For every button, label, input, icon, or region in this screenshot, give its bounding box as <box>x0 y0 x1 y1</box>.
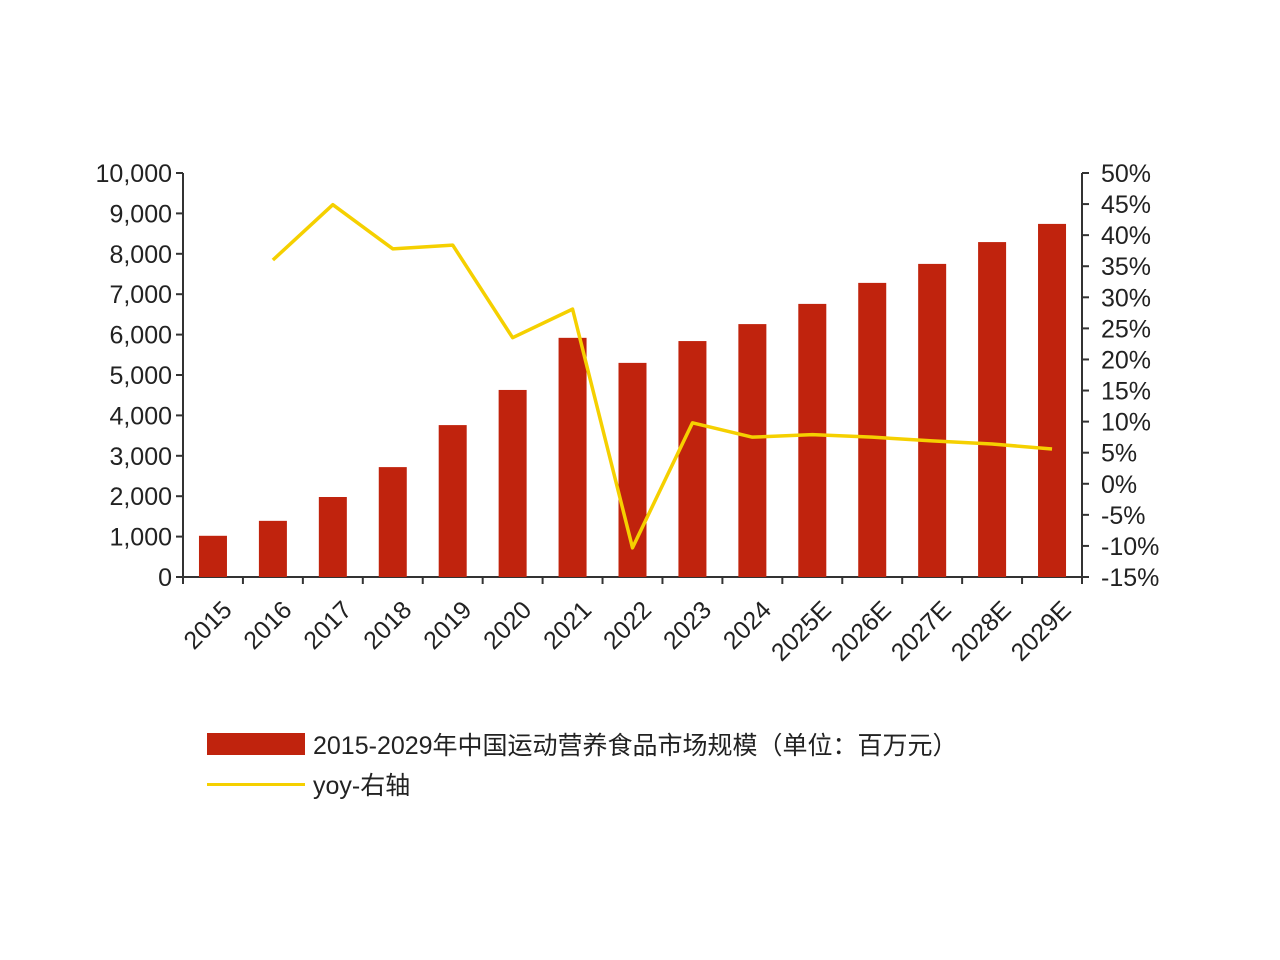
right-tick-label: 35% <box>1101 253 1151 281</box>
x-tick-label: 2020 <box>478 596 537 655</box>
bar-2023 <box>678 341 707 577</box>
x-tick-label: 2027E <box>886 596 957 667</box>
bar-2024 <box>738 324 767 577</box>
bar-2026E <box>858 282 887 577</box>
x-tick-label: 2022 <box>598 596 657 655</box>
x-tick-label: 2025E <box>766 596 837 667</box>
x-tick-label: 2019 <box>418 596 477 655</box>
left-tick-label: 10,000 <box>96 160 172 188</box>
bar-2016 <box>258 520 287 577</box>
x-tick-label: 2016 <box>238 596 297 655</box>
left-tick-label: 0 <box>158 564 172 592</box>
x-tick-label: 2018 <box>358 596 417 655</box>
bar-2028E <box>978 242 1007 578</box>
yoy-line <box>271 202 1053 550</box>
bar-2015 <box>198 535 227 577</box>
right-tick-label: -10% <box>1101 533 1159 561</box>
left-tick-label: 4,000 <box>109 402 172 430</box>
right-tick-label: 45% <box>1101 191 1151 219</box>
legend-label-bar: 2015-2029年中国运动营养食品市场规模（单位：百万元） <box>313 732 958 760</box>
right-tick-label: -15% <box>1101 564 1159 592</box>
right-tick-label: 0% <box>1101 471 1137 499</box>
x-tick-label: 2026E <box>826 596 897 667</box>
left-tick-label: 5,000 <box>109 362 172 390</box>
right-tick-label: 30% <box>1101 284 1151 312</box>
right-tick-label: 25% <box>1101 315 1151 343</box>
left-tick-label: 2,000 <box>109 483 172 511</box>
legend-swatch-line <box>207 782 305 786</box>
bar-2017 <box>318 497 347 577</box>
bar-2021 <box>558 337 587 577</box>
legend-item-bar: 2015-2029年中国运动营养食品市场规模（单位：百万元） <box>207 724 958 764</box>
right-tick-label: 50% <box>1101 160 1151 188</box>
bar-2025E <box>798 303 827 577</box>
bar-2018 <box>378 467 407 577</box>
bar-2020 <box>498 389 527 577</box>
left-tick-label: 1,000 <box>109 524 172 552</box>
x-tick-label: 2029E <box>1006 596 1077 667</box>
right-tick-label: -5% <box>1101 502 1145 530</box>
bar-2027E <box>918 263 947 577</box>
x-tick-label: 2023 <box>658 596 717 655</box>
x-tick-label: 2021 <box>538 596 597 655</box>
x-tick-label: 2015 <box>178 596 237 655</box>
right-tick-label: 40% <box>1101 222 1151 250</box>
legend-item-line: yoy-右轴 <box>207 764 958 804</box>
left-tick-label: 9,000 <box>109 200 172 228</box>
x-tick-label: 2017 <box>298 596 357 655</box>
x-tick-label: 2028E <box>946 596 1017 667</box>
left-tick-label: 7,000 <box>109 281 172 309</box>
right-tick-label: 10% <box>1101 409 1151 437</box>
bar-2029E <box>1038 223 1067 578</box>
right-tick-label: 20% <box>1101 346 1151 374</box>
left-tick-label: 8,000 <box>109 241 172 269</box>
right-tick-label: 5% <box>1101 440 1137 468</box>
left-tick-label: 6,000 <box>109 322 172 350</box>
legend-label-line: yoy-右轴 <box>313 772 411 800</box>
bar-2019 <box>438 425 467 577</box>
legend: 2015-2029年中国运动营养食品市场规模（单位：百万元） yoy-右轴 <box>207 724 958 804</box>
right-tick-label: 15% <box>1101 378 1151 406</box>
left-tick-label: 3,000 <box>109 443 172 471</box>
legend-swatch-bar <box>207 733 305 755</box>
